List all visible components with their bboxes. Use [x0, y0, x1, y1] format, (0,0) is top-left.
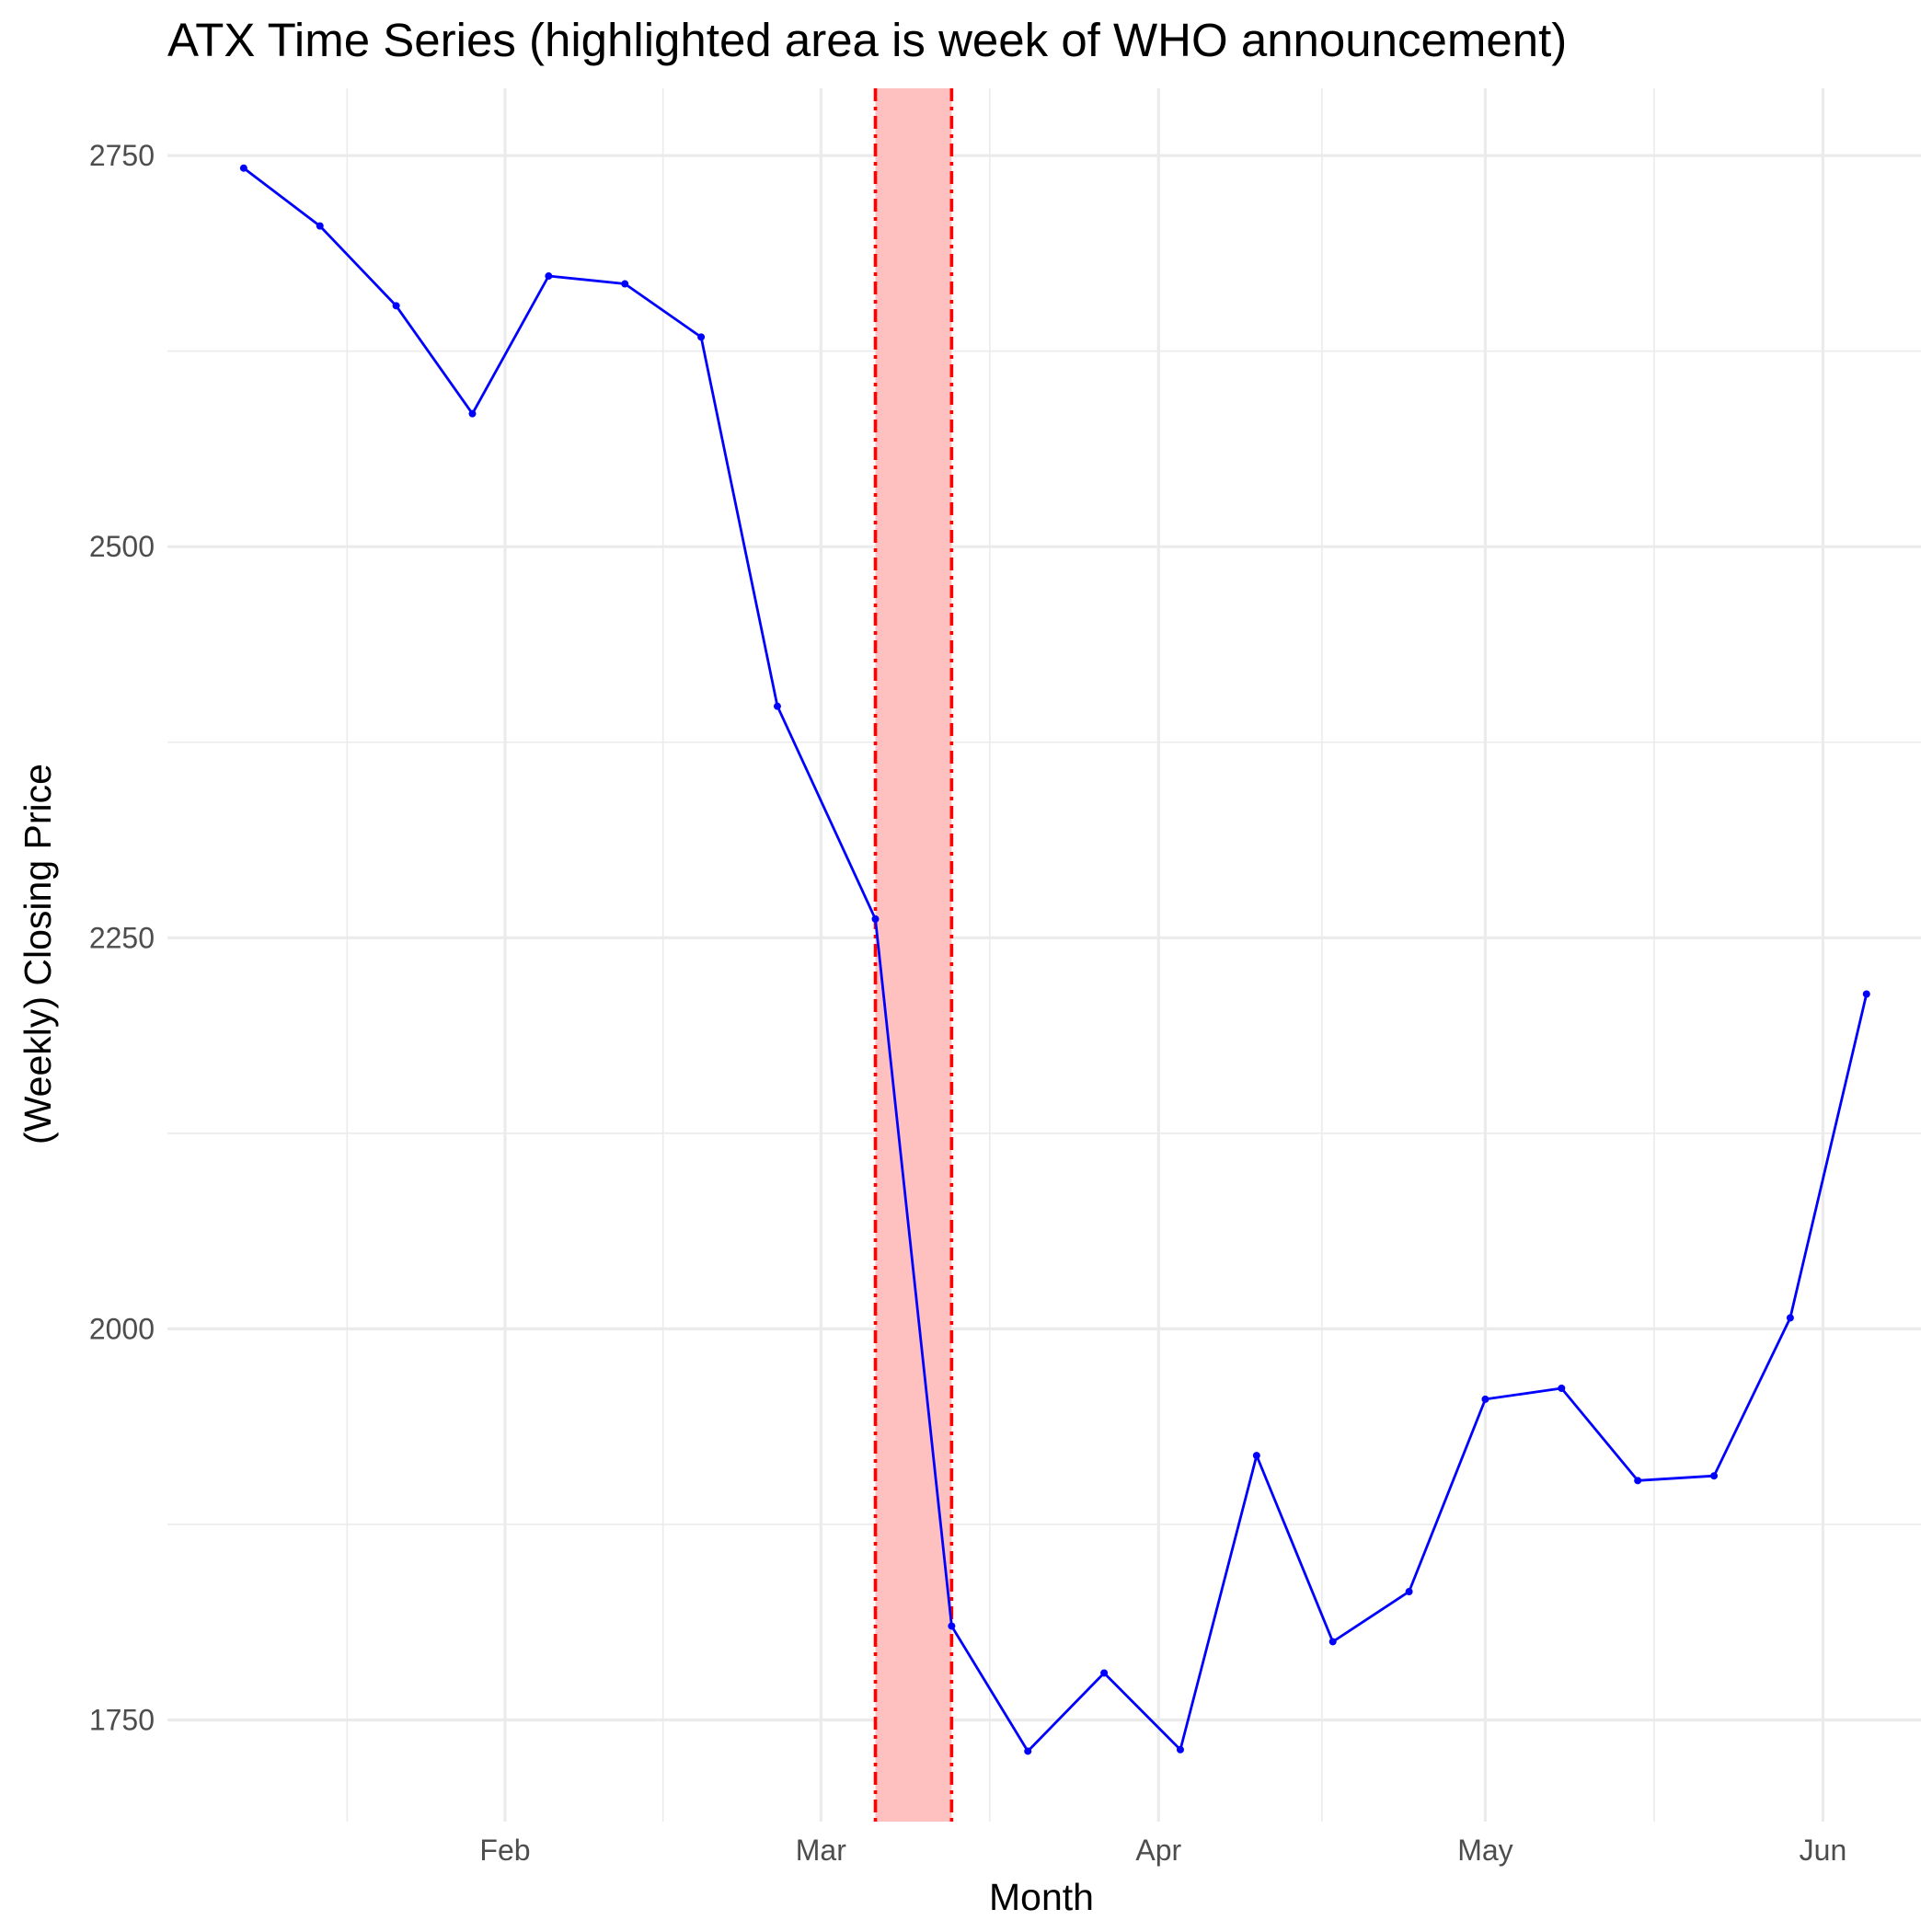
axis-labels: 1750 2000 2250 2500 2750 Feb Mar Apr May Jun — [89, 139, 1846, 1867]
series-line — [243, 167, 1869, 1753]
data-point — [1710, 1472, 1719, 1480]
x-tick-label: May — [1457, 1834, 1512, 1867]
data-point — [316, 222, 324, 230]
x-tick-label: Mar — [796, 1834, 846, 1867]
data-point — [1024, 1747, 1032, 1755]
data-point — [1176, 1745, 1184, 1754]
data-point — [1481, 1395, 1489, 1403]
data-point — [1252, 1452, 1260, 1460]
data-point — [948, 1622, 956, 1630]
series-layer — [239, 164, 1870, 1755]
y-tick-label: 2500 — [89, 530, 155, 563]
data-point — [545, 272, 553, 281]
highlight-region — [873, 88, 954, 1822]
data-point — [1862, 990, 1870, 998]
data-point — [1405, 1588, 1413, 1596]
y-tick-label: 2250 — [89, 921, 155, 954]
y-axis-title: (Weekly) Closing Price — [17, 764, 59, 1144]
chart-title: ATX Time Series (highlighted area is wee… — [167, 14, 1568, 66]
highlight-band — [875, 88, 952, 1822]
x-tick-label: Apr — [1135, 1834, 1181, 1867]
data-point — [773, 702, 781, 710]
y-tick-label: 1750 — [89, 1703, 155, 1736]
data-point — [1100, 1669, 1109, 1677]
x-axis-title: Month — [989, 1876, 1094, 1918]
grid-lines — [167, 88, 1921, 1822]
x-tick-label: Jun — [1800, 1834, 1847, 1867]
data-point — [697, 333, 706, 341]
y-tick-label: 2000 — [89, 1312, 155, 1345]
data-point — [1786, 1314, 1794, 1322]
data-point — [871, 914, 880, 923]
data-point — [239, 164, 247, 172]
data-point — [468, 409, 477, 418]
data-point — [1634, 1477, 1642, 1485]
data-point — [1558, 1385, 1566, 1392]
x-tick-label: Feb — [479, 1834, 530, 1867]
data-point — [392, 302, 400, 310]
data-point — [621, 280, 629, 288]
y-tick-label: 2750 — [89, 139, 155, 172]
data-point — [1328, 1638, 1337, 1646]
